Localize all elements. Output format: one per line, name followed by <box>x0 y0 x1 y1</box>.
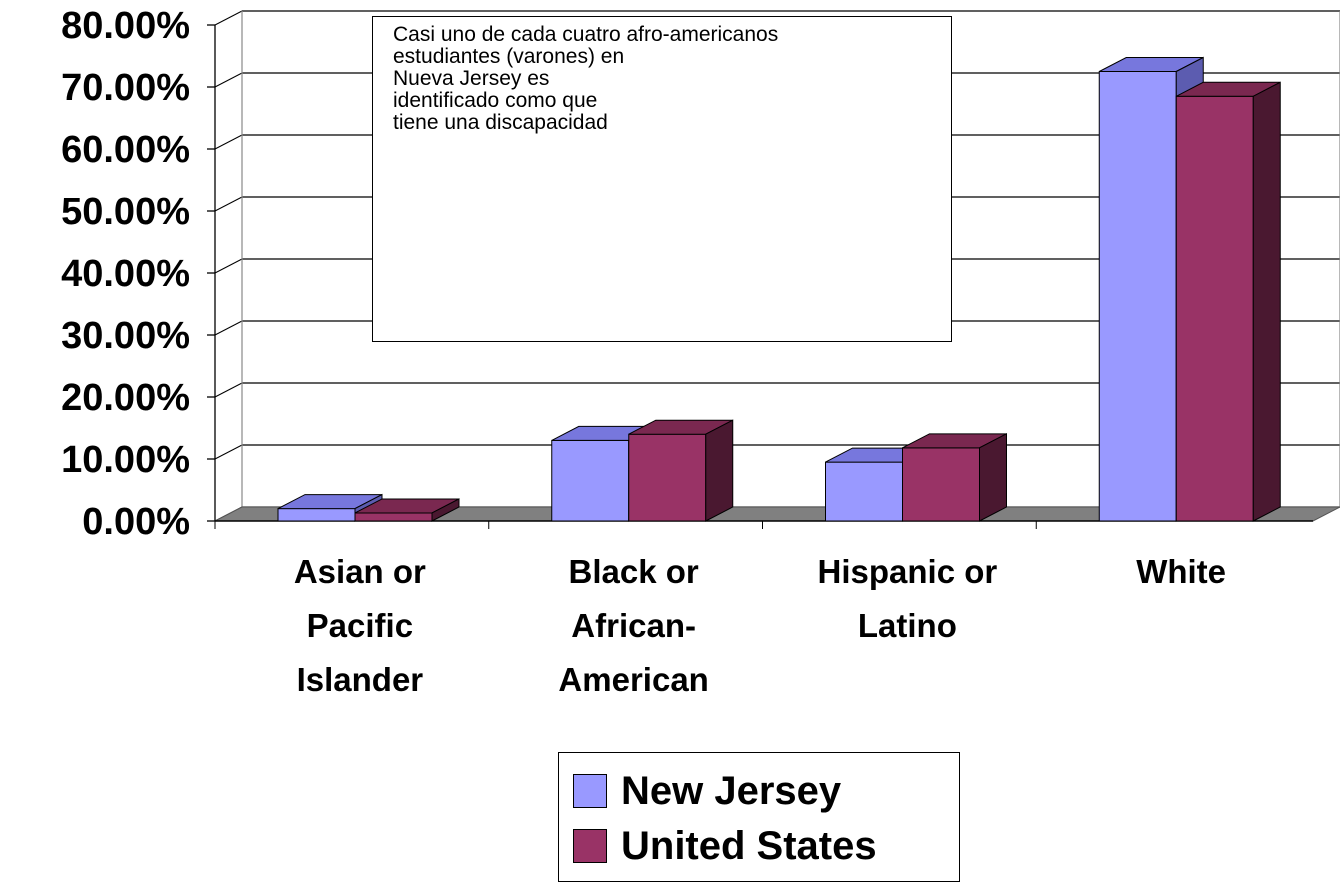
bar <box>277 508 356 522</box>
bar <box>551 439 630 522</box>
bar <box>1098 71 1177 522</box>
x-category-label: Latino <box>858 607 957 644</box>
gridline-depth <box>214 72 243 88</box>
gridline-depth <box>214 444 243 460</box>
bar-side <box>431 498 460 522</box>
y-tick-label: 60.00% <box>61 129 190 171</box>
gridline-depth <box>214 320 243 336</box>
annotation-line: Nueva Jersey es <box>393 67 550 90</box>
y-tick-label: 10.00% <box>61 439 190 481</box>
legend-swatch-united-states <box>573 829 607 863</box>
gridline-depth <box>214 196 243 212</box>
gridline-depth <box>214 258 243 274</box>
legend-swatch-new-jersey <box>573 774 607 808</box>
y-tick-label: 40.00% <box>61 253 190 295</box>
gridline-depth <box>214 10 243 26</box>
annotation-line: identificado como que <box>393 89 598 112</box>
bar <box>825 461 903 522</box>
chart-legend: New Jersey United States <box>558 752 960 882</box>
x-category-label: Black or <box>569 553 699 590</box>
bar <box>354 512 433 522</box>
legend-label: United States <box>621 823 877 868</box>
legend-label: New Jersey <box>621 768 842 813</box>
x-category-label: White <box>1136 553 1226 590</box>
bar <box>902 447 980 522</box>
legend-item-new-jersey: New Jersey <box>573 766 841 816</box>
y-tick-label: 80.00% <box>61 5 190 47</box>
y-tick-label: 50.00% <box>61 191 190 233</box>
x-category-label: Asian or <box>294 553 426 590</box>
annotation-line: Casi uno de cada cuatro afro-americanos <box>393 23 779 46</box>
x-category-label: Pacific <box>307 607 413 644</box>
y-tick-label: 30.00% <box>61 315 190 357</box>
bar <box>628 433 707 522</box>
bar <box>1175 95 1254 522</box>
x-category-label: Islander <box>297 661 424 698</box>
x-category-label: African- <box>571 607 696 644</box>
bar-side <box>979 433 1007 522</box>
bar-side <box>705 419 734 522</box>
y-tick-label: 70.00% <box>61 67 190 109</box>
y-tick-label: 0.00% <box>82 501 190 543</box>
x-category-label: Hispanic or <box>818 553 998 590</box>
annotation-line: estudiantes (varones) en <box>393 45 625 68</box>
gridline-depth <box>214 382 243 398</box>
legend-item-united-states: United States <box>573 821 877 871</box>
x-category-label: American <box>558 661 708 698</box>
bar-side <box>1252 81 1281 522</box>
annotation-line: tiene una discapacidad <box>393 111 608 134</box>
y-tick-label: 20.00% <box>61 377 190 419</box>
annotation-box: Casi uno de cada cuatro afro-americanos … <box>372 16 952 342</box>
gridline-depth <box>214 134 243 150</box>
